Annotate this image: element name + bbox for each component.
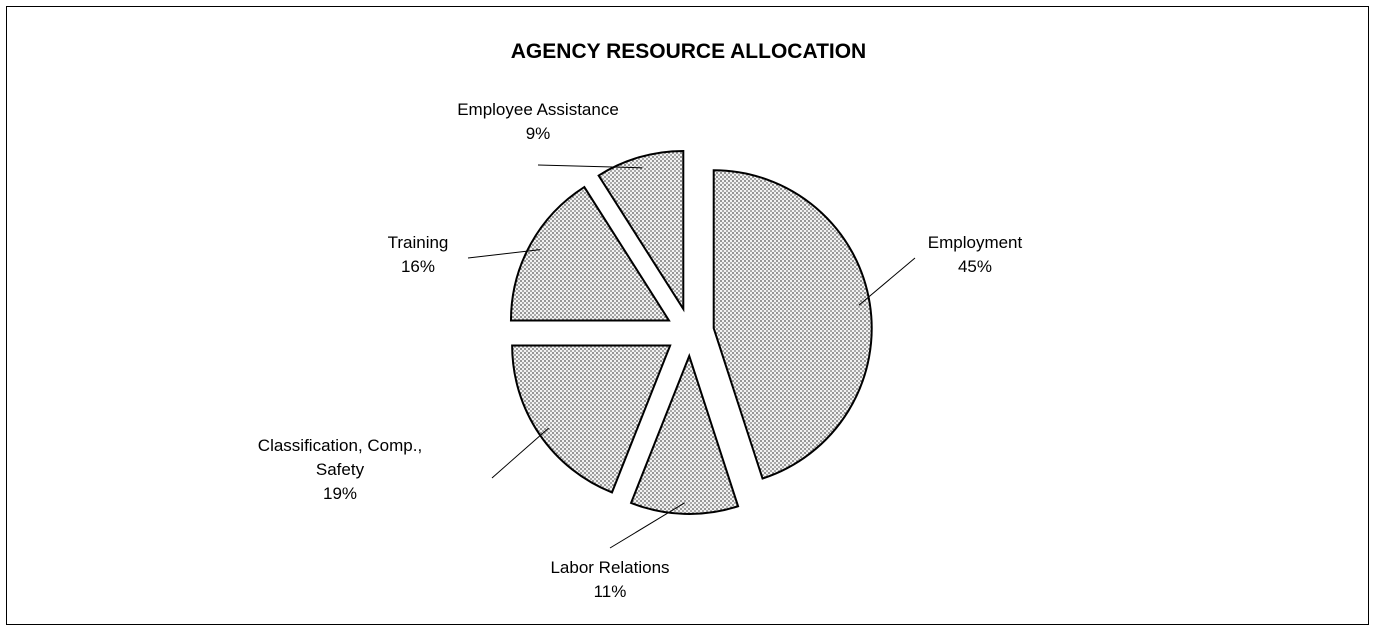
category-label: Classification, Comp., Safety	[257, 436, 423, 479]
slice-label: Training 16%	[388, 231, 449, 279]
category-label: Labor Relations	[550, 558, 670, 577]
slice-label: Classification, Comp., Safety 19%	[245, 434, 435, 506]
value-label: 9%	[525, 124, 551, 143]
leader-line	[467, 249, 541, 259]
category-label: Employment	[927, 233, 1023, 252]
leader-line	[491, 427, 549, 479]
category-label: Employee Assistance	[457, 100, 619, 119]
pie-slice	[511, 344, 672, 494]
slice-label: Labor Relations 11%	[550, 556, 669, 604]
pie-slice	[629, 353, 740, 515]
leader-line	[858, 257, 916, 306]
value-label: 11%	[593, 582, 627, 601]
leader-line	[537, 164, 643, 169]
slice-label: Employment 45%	[928, 231, 1022, 279]
value-label: 16%	[400, 257, 436, 276]
pie-slice	[509, 185, 671, 322]
leader-line	[609, 502, 685, 549]
chart-title: AGENCY RESOURCE ALLOCATION	[510, 40, 867, 63]
pie-slice	[712, 169, 873, 480]
value-label: 19%	[322, 484, 358, 503]
chart-frame	[6, 6, 1369, 625]
pie-slice	[597, 149, 685, 313]
category-label: Training	[387, 233, 449, 252]
value-label: 45%	[957, 257, 993, 276]
slice-label: Employee Assistance 9%	[457, 98, 619, 146]
